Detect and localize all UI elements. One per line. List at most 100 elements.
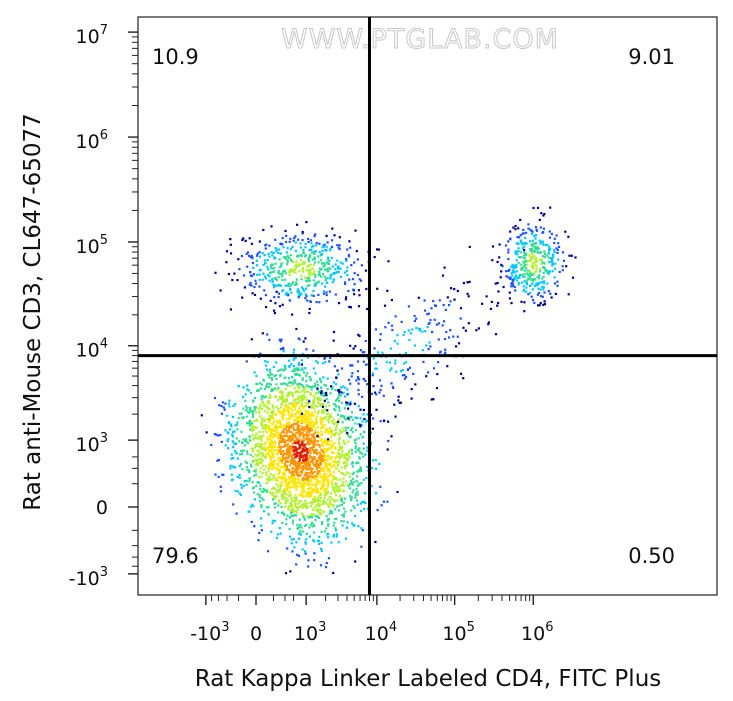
event-dot — [272, 474, 275, 477]
event-dot — [343, 281, 347, 284]
event-dot — [287, 430, 290, 433]
event-dot — [287, 438, 290, 441]
event-dot — [365, 420, 368, 423]
event-dot — [331, 443, 334, 446]
event-dot — [300, 274, 303, 278]
event-dot — [271, 428, 274, 431]
event-dot — [271, 436, 275, 439]
event-dot — [227, 402, 230, 405]
event-dot — [290, 499, 293, 502]
event-dot — [337, 373, 340, 376]
event-dot — [539, 226, 542, 229]
event-dot — [249, 271, 252, 274]
event-dot — [288, 393, 291, 396]
event-dot — [328, 470, 331, 473]
event-dot — [407, 368, 410, 371]
event-dot — [242, 237, 245, 240]
event-dot — [345, 401, 348, 404]
event-dot — [335, 376, 338, 379]
event-dot — [289, 425, 292, 428]
event-dot — [266, 481, 269, 484]
event-dot — [323, 497, 326, 500]
event-dot — [531, 257, 534, 260]
event-dot — [330, 256, 333, 259]
event-dot — [261, 425, 264, 428]
event-dot — [300, 470, 303, 473]
event-dot — [298, 420, 301, 423]
event-dot — [287, 506, 290, 509]
event-dot — [354, 494, 357, 497]
event-dot — [259, 387, 262, 390]
event-dot — [289, 459, 292, 463]
event-dot — [522, 288, 525, 291]
event-dot — [481, 302, 484, 305]
event-dot — [341, 385, 344, 388]
event-dot — [309, 424, 312, 427]
event-dot — [335, 517, 338, 520]
event-dot — [390, 324, 393, 327]
event-dot — [301, 443, 304, 446]
event-dot — [258, 278, 261, 281]
event-dot — [245, 360, 248, 363]
event-dot — [254, 458, 257, 461]
event-dot — [334, 481, 337, 484]
event-dot — [306, 449, 309, 452]
event-dot — [304, 463, 307, 466]
event-dot — [310, 405, 313, 408]
event-dot — [289, 254, 292, 257]
event-dot — [277, 458, 280, 461]
event-dot — [345, 452, 348, 455]
event-dot — [326, 469, 329, 472]
event-dot — [281, 455, 284, 458]
event-dot — [289, 509, 292, 512]
event-dot — [353, 272, 356, 275]
event-dot — [477, 327, 480, 330]
event-dot — [531, 280, 535, 283]
event-dot — [256, 252, 259, 255]
event-dot — [449, 300, 452, 303]
event-dot — [321, 521, 324, 524]
event-dot — [354, 496, 357, 499]
event-dot — [301, 389, 304, 392]
event-dot — [330, 480, 333, 483]
event-dot — [509, 276, 512, 279]
event-dot — [382, 500, 385, 503]
event-dot — [281, 440, 285, 443]
event-dot — [373, 347, 376, 350]
event-dot — [298, 414, 301, 417]
event-dot — [273, 519, 276, 522]
event-dot — [373, 255, 376, 259]
event-dot — [371, 427, 374, 430]
event-dot — [308, 514, 311, 517]
event-dot — [443, 338, 447, 341]
event-dot — [272, 251, 275, 254]
event-dot — [263, 388, 266, 391]
event-dot — [554, 267, 557, 271]
event-dot — [285, 499, 288, 502]
event-dot — [293, 441, 297, 445]
event-dot — [252, 487, 255, 490]
event-dot — [466, 281, 469, 284]
event-dot — [337, 396, 340, 399]
event-dot — [544, 243, 547, 246]
event-dot — [275, 248, 278, 251]
event-dot — [214, 271, 217, 274]
event-dot — [339, 394, 342, 397]
event-dot — [283, 376, 286, 379]
y-tick-label: 105 — [76, 233, 108, 258]
event-dot — [306, 265, 309, 268]
event-dot — [325, 450, 328, 453]
event-dot — [283, 364, 287, 368]
event-dot — [518, 256, 521, 259]
event-dot — [278, 440, 281, 443]
event-dot — [338, 469, 341, 472]
event-dot — [235, 442, 238, 445]
event-dot — [320, 469, 324, 472]
event-dot — [311, 458, 314, 461]
y-tick-label: 0 — [96, 497, 108, 519]
event-dot — [306, 280, 309, 283]
event-dot — [325, 261, 328, 264]
event-dot — [264, 364, 267, 367]
event-dot — [310, 272, 313, 275]
event-dot — [534, 226, 538, 229]
